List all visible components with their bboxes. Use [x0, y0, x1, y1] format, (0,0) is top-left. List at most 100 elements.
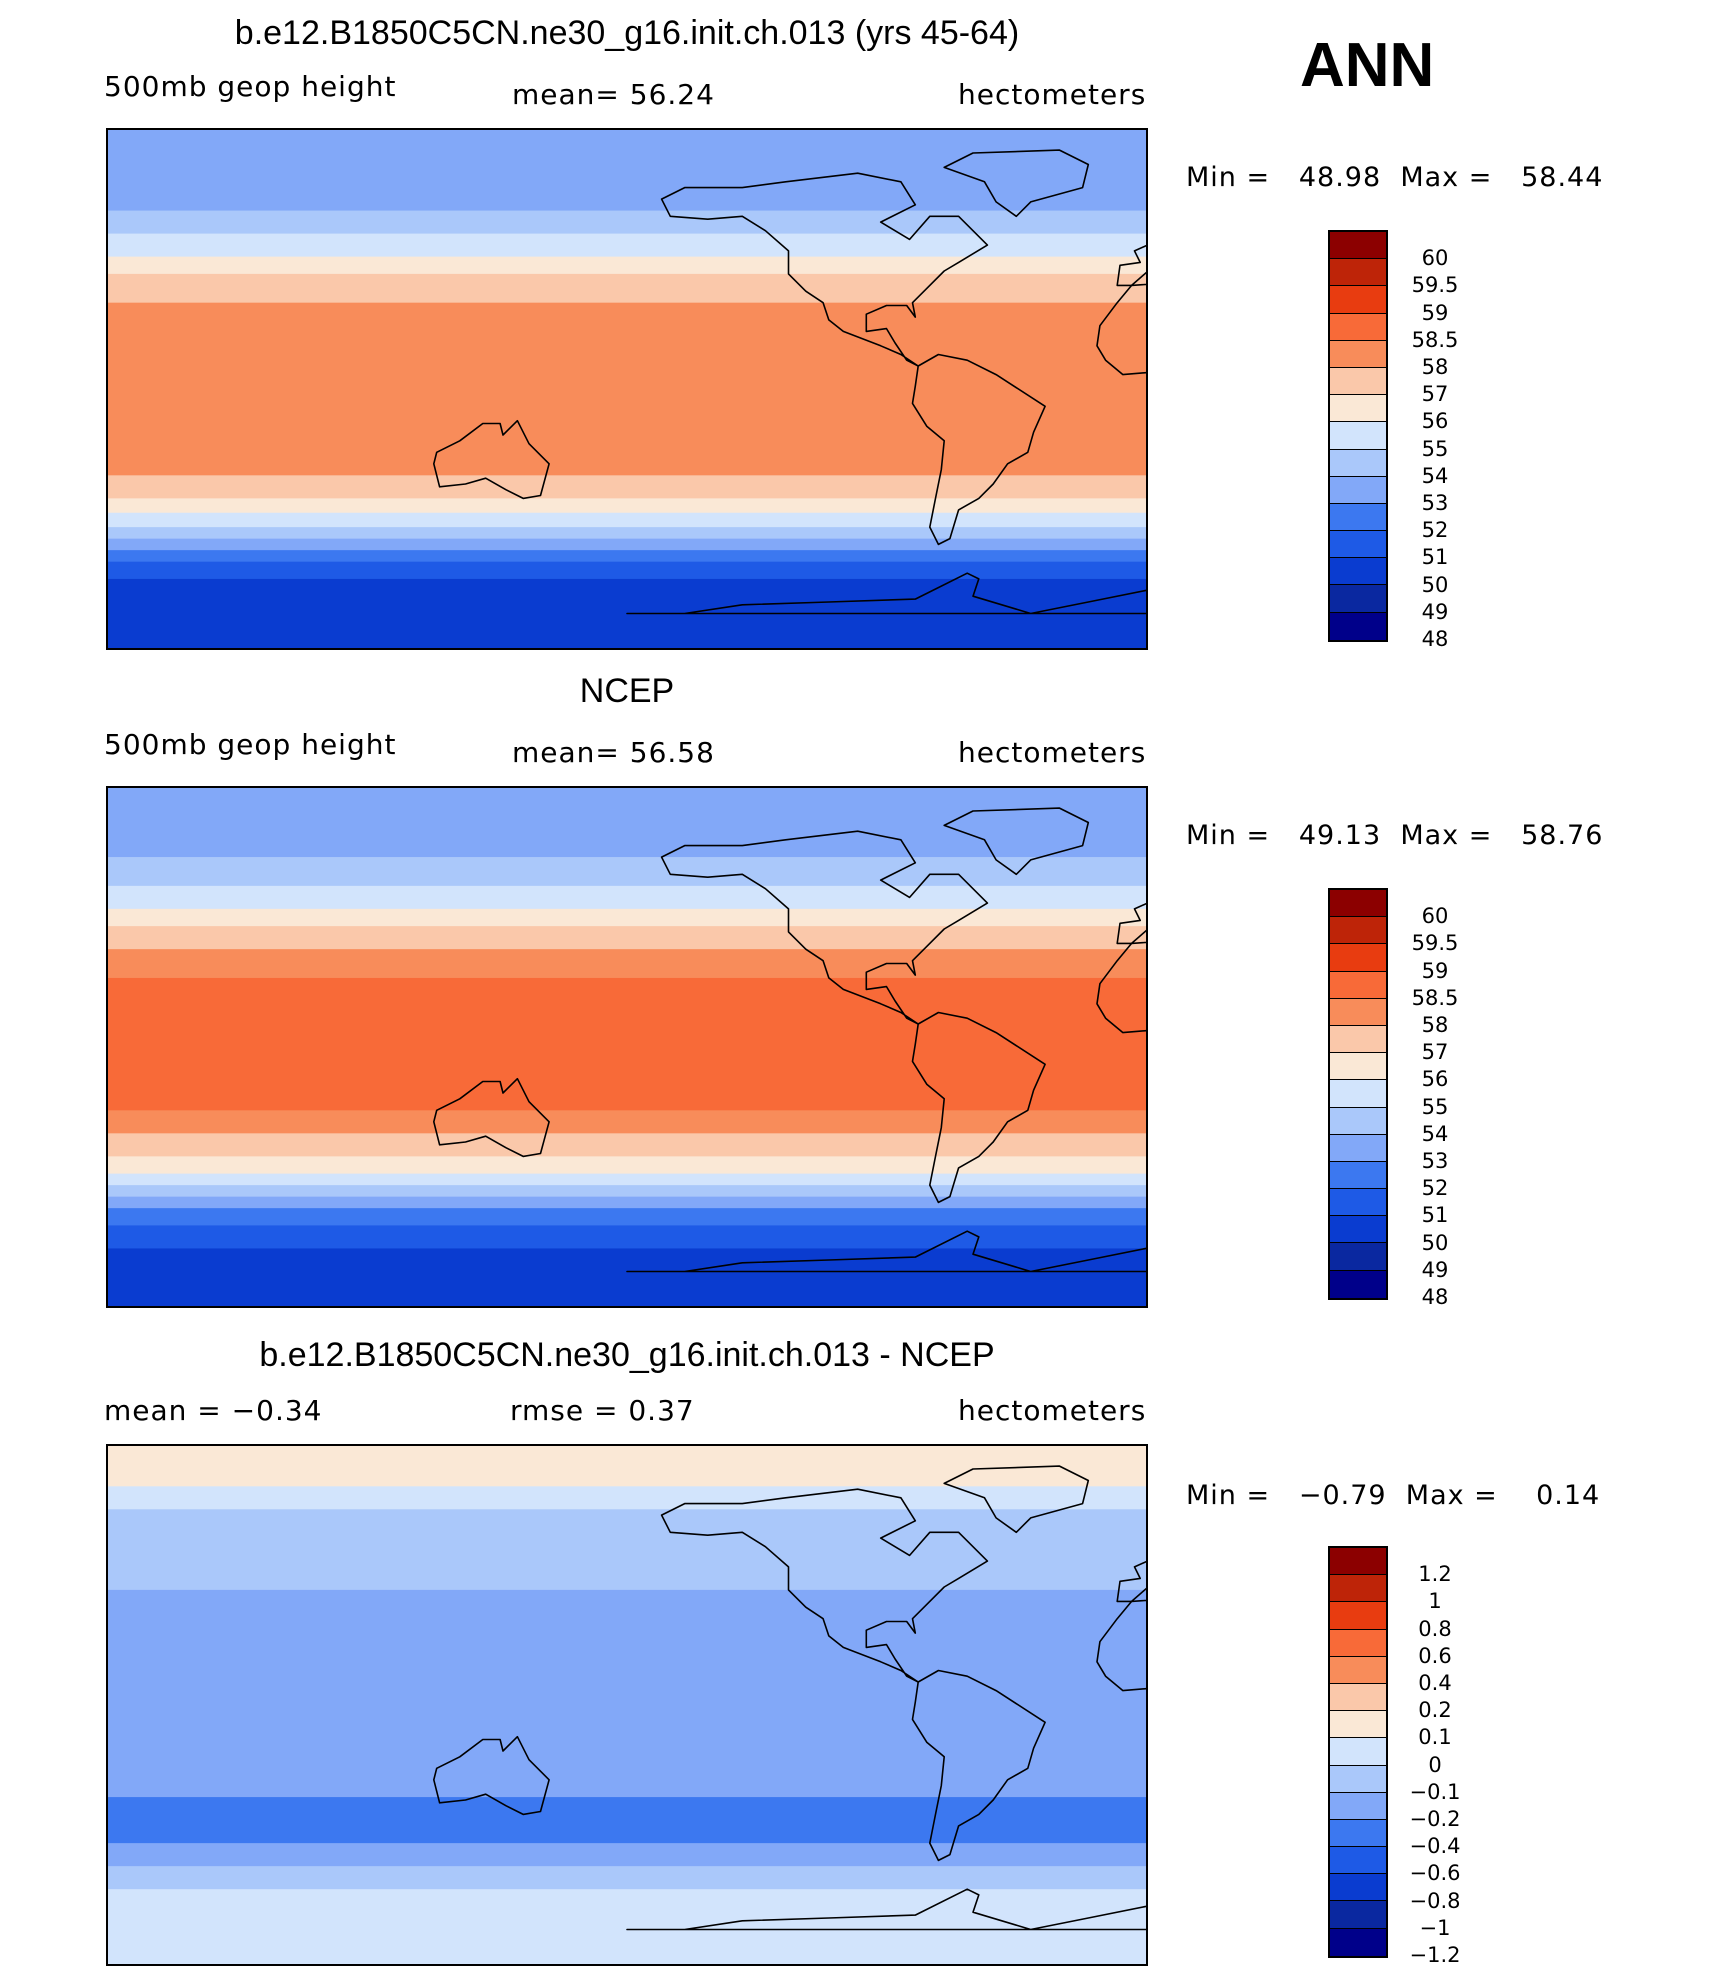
colorbar-segment — [1330, 971, 1386, 999]
panel1-mean: mean= 56.24 — [512, 78, 715, 111]
colorbar-segment — [1330, 1683, 1386, 1712]
panel1-units: hectometers — [958, 78, 1147, 111]
colorbar-tick-label: 53 — [1421, 491, 1449, 515]
colorbar-segment — [1330, 1216, 1386, 1244]
panel3-rmse: rmse = 0.37 — [510, 1394, 695, 1427]
colorbar-tick-label: 55 — [1421, 436, 1449, 461]
colorbar-segment — [1330, 585, 1386, 613]
colorbar-tick-label: 52 — [1421, 518, 1449, 543]
panel1-colorbar — [1328, 230, 1388, 642]
colorbar-tick-label: −0.4 — [1409, 1834, 1461, 1859]
colorbar-tick-label: 49 — [1421, 1257, 1449, 1282]
colorbar-segment — [1330, 1629, 1386, 1657]
contour-band — [108, 1797, 1146, 1827]
colorbar-segment — [1330, 503, 1386, 532]
coastline — [660, 1488, 989, 1683]
coastline — [432, 1735, 550, 1816]
contour-band — [108, 977, 1146, 1088]
colorbar-segment — [1330, 1270, 1386, 1298]
panel1-min-max: Min = 48.98 Max = 58.44 — [1186, 162, 1604, 193]
colorbar-tick-label: 0.6 — [1418, 1643, 1452, 1668]
contour-band — [108, 498, 1146, 514]
colorbar-tick-label: 54 — [1421, 463, 1449, 488]
contour-band — [108, 1110, 1146, 1134]
contour-band — [108, 233, 1146, 258]
coastline — [911, 1669, 1046, 1862]
colorbar-tick-label: 55 — [1421, 1094, 1449, 1119]
contour-band — [108, 949, 1146, 979]
contour-band — [108, 885, 1146, 910]
colorbar-tick-label: 52 — [1421, 1176, 1449, 1201]
colorbar-segment — [1330, 1928, 1386, 1956]
colorbar-segment — [1330, 531, 1386, 559]
colorbar-tick-label: 57 — [1421, 1040, 1449, 1065]
colorbar-segment — [1330, 1847, 1386, 1875]
contour-band — [108, 788, 1146, 829]
colorbar-segment — [1330, 1053, 1386, 1081]
panel3-mean: mean = −0.34 — [104, 1394, 323, 1427]
colorbar-segment — [1330, 1107, 1386, 1135]
contour-band — [108, 1866, 1146, 1890]
coastline — [943, 149, 1090, 218]
contour-band — [108, 173, 1146, 212]
contour-band — [108, 857, 1146, 887]
contour-band — [108, 550, 1146, 563]
colorbar-tick-label: 57 — [1421, 382, 1449, 407]
colorbar-segment — [1330, 395, 1386, 423]
colorbar-tick-label: 59.5 — [1411, 931, 1459, 956]
contour-band — [108, 273, 1146, 304]
panel1-left-label: 500mb geop height — [104, 70, 397, 103]
colorbar-tick-label: 58.5 — [1411, 327, 1459, 352]
colorbar-tick-label: −0.6 — [1409, 1861, 1461, 1886]
colorbar-tick-label: 53 — [1421, 1149, 1449, 1173]
colorbar-tick-label: 54 — [1421, 1121, 1449, 1146]
coastline — [432, 1077, 550, 1158]
panel3-contour-plot — [108, 1446, 1146, 1964]
contour-band — [108, 130, 1146, 174]
colorbar-segment — [1330, 1874, 1386, 1902]
contour-band — [108, 828, 1146, 858]
colorbar-tick-label: 48 — [1421, 1285, 1449, 1309]
colorbar-tick-label: −1 — [1419, 1915, 1451, 1940]
contour-band — [108, 561, 1146, 580]
contour-band — [108, 1589, 1146, 1648]
contour-band — [108, 1208, 1146, 1226]
colorbar-tick-label: 49 — [1421, 599, 1449, 624]
colorbar-tick-label: 0.2 — [1418, 1698, 1452, 1723]
panel3-colorbar — [1328, 1546, 1388, 1958]
contour-band — [108, 926, 1146, 950]
contour-band — [108, 1225, 1146, 1249]
contour-band — [108, 1762, 1146, 1798]
colorbar-segment — [1330, 998, 1386, 1026]
contour-band — [108, 1469, 1146, 1487]
contour-band — [108, 1196, 1146, 1209]
panel2-colorbar — [1328, 888, 1388, 1300]
contour-band — [108, 1825, 1146, 1844]
contour-band — [108, 1647, 1146, 1764]
contour-band — [108, 538, 1146, 551]
colorbar-tick-label: −1.2 — [1409, 1943, 1461, 1967]
coastline — [911, 353, 1046, 546]
colorbar-segment — [1330, 1025, 1386, 1054]
colorbar-tick-label: 50 — [1421, 1230, 1449, 1255]
panel1-title: b.e12.B1850C5CN.ne30_g16.init.ch.013 (yr… — [234, 14, 1020, 52]
colorbar-segment — [1330, 1161, 1386, 1190]
coastline — [626, 1888, 1146, 1931]
contour-band — [108, 1133, 1146, 1157]
contour-band — [108, 1248, 1146, 1306]
coastline — [660, 830, 989, 1025]
colorbar-tick-label: 1.2 — [1418, 1562, 1452, 1587]
colorbar-tick-label: 48 — [1421, 627, 1449, 651]
colorbar-segment — [1330, 1189, 1386, 1217]
coastline — [626, 1230, 1146, 1273]
colorbar-segment — [1330, 1602, 1386, 1630]
colorbar-segment — [1330, 1792, 1386, 1820]
contour-band — [108, 1889, 1146, 1964]
colorbar-tick-label: 0.8 — [1418, 1616, 1452, 1641]
contour-band — [108, 460, 1146, 476]
contour-band — [108, 1486, 1146, 1510]
contour-band — [108, 1156, 1146, 1175]
colorbar-tick-label: 58 — [1421, 355, 1449, 379]
contour-band — [108, 1843, 1146, 1867]
panel3-min-max: Min = −0.79 Max = 0.14 — [1186, 1480, 1601, 1511]
